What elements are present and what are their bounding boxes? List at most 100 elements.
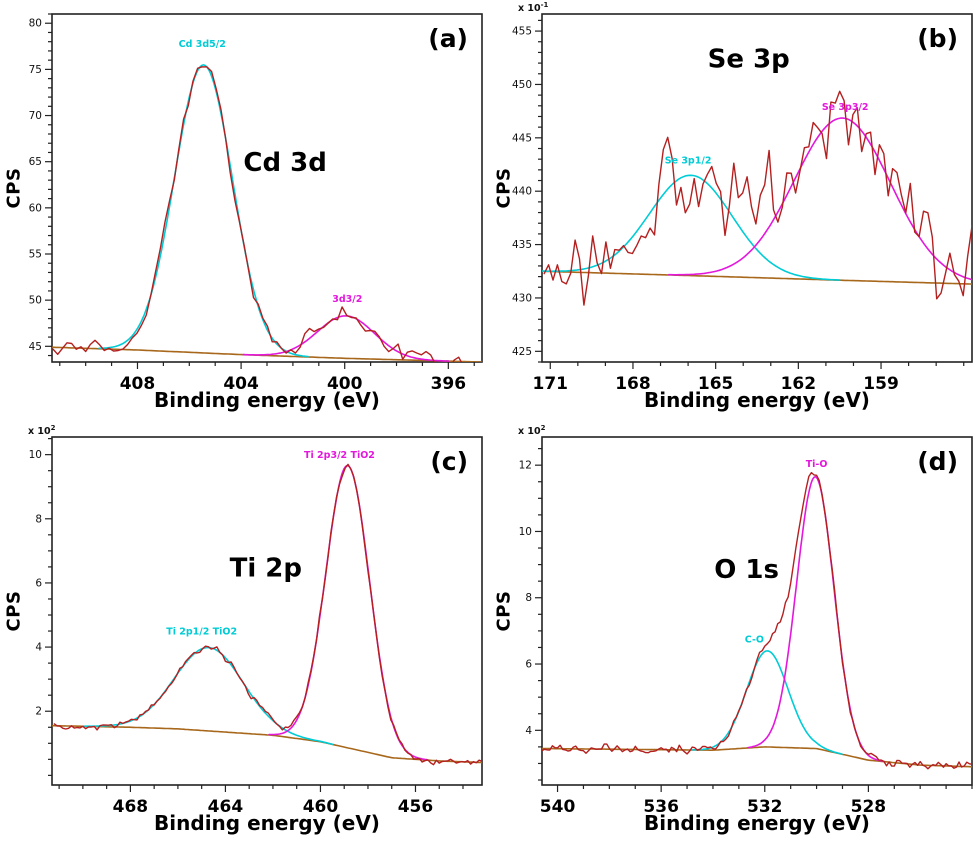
axis-ticks [535, 448, 973, 792]
y-axis-title: CPS [3, 590, 25, 632]
plot-frame [51, 13, 483, 363]
y-tick-label: 6 [525, 659, 532, 671]
y-tick-label: 10 [519, 526, 532, 538]
x-axis-title: Binding energy (eV) [644, 388, 870, 412]
x-tick-label: 460 [303, 797, 339, 817]
y-tick-label: 8 [35, 513, 42, 525]
x-tick-label: 408 [120, 374, 156, 394]
y-tick-label: 455 [512, 26, 532, 38]
fit-component-curve [242, 315, 450, 362]
x-tick-label: 400 [327, 374, 363, 394]
panel-label-c: (c) [430, 447, 468, 476]
y-tick-label: 10 [29, 449, 42, 461]
x-tick-label: 165 [698, 374, 734, 394]
panel-c-ti2p: 468 464 460 456 2 4 6 8 10 Ti 2p1/2 TiO2 Ti 2p3/2 … [0, 423, 490, 846]
panel-label-b: (b) [917, 24, 958, 53]
panel-label-a: (a) [428, 24, 468, 53]
y-scale-multiplier: x 102 [28, 424, 56, 437]
y-tick-label: 425 [512, 346, 532, 358]
x-tick-label: 162 [781, 374, 817, 394]
plot-area-se3p: 171 168 165 162 159 425 430 435 440 445 450 455 Se 3… [490, 0, 980, 423]
x-tick-label: 532 [747, 797, 783, 817]
fit-component-curve [692, 650, 843, 755]
y-scale-multiplier: x 102 [518, 424, 546, 437]
peak-annotation: Ti 2p1/2 TiO2 [166, 626, 237, 637]
y-scale-multiplier: x 10-1 [518, 1, 548, 14]
raw-spectrum-curve [53, 463, 482, 766]
x-tick-label: 168 [615, 374, 651, 394]
y-tick-label: 45 [29, 341, 42, 353]
peak-annotation: 3d3/2 [332, 294, 362, 305]
y-tick-label: 70 [29, 110, 42, 122]
peak-annotation: Ti-O [806, 459, 828, 470]
y-axis-title: CPS [493, 590, 515, 632]
xps-spectrum-b: 171 168 165 162 159 425 430 435 440 445 450 455 Se 3… [512, 13, 973, 394]
y-scale-exponent: -1 [540, 1, 549, 9]
plot-area-o1s: 540 536 532 528 4 6 8 10 12 C-O Ti-O O 1s [490, 423, 980, 846]
x-tick-label: 468 [113, 797, 149, 817]
fit-component-curve [98, 64, 309, 358]
fit-component-curve [668, 117, 972, 281]
chart-title: Ti 2p [230, 554, 302, 584]
plot-frame [541, 436, 973, 786]
axis-ticks [45, 438, 464, 792]
x-tick-label: 171 [533, 374, 569, 394]
chart-title: O 1s [714, 555, 779, 585]
peak-annotation: Se 3p3/2 [822, 102, 869, 113]
y-tick-label: 4 [35, 642, 42, 654]
background-curve [52, 724, 482, 764]
plot-frame [51, 436, 483, 786]
panel-b-se3p: 171 168 165 162 159 425 430 435 440 445 450 455 Se 3… [490, 0, 980, 423]
fit-component-curve [542, 174, 841, 281]
y-scale-exponent: 2 [50, 424, 56, 432]
raw-spectrum-curve [543, 90, 972, 306]
x-axis-title: Binding energy (eV) [644, 811, 870, 835]
x-tick-label: 540 [540, 797, 576, 817]
y-tick-label: 50 [29, 295, 42, 307]
y-axis-title: CPS [493, 167, 515, 209]
peak-annotation: C-O [745, 634, 764, 645]
peak-annotation: Se 3p1/2 [665, 155, 712, 166]
y-tick-label: 80 [29, 18, 42, 30]
x-tick-label: 396 [431, 374, 467, 394]
y-tick-label: 445 [512, 132, 532, 144]
peak-annotation: Cd 3d5/2 [179, 39, 226, 50]
x-axis-title: Binding energy (eV) [154, 388, 380, 412]
y-tick-label: 12 [519, 460, 532, 472]
y-tick-label: 435 [512, 239, 532, 251]
y-tick-label: 4 [525, 725, 532, 737]
y-scale-base: x 10 [518, 426, 541, 438]
y-tick-label: 430 [512, 292, 532, 304]
x-tick-label: 464 [208, 797, 244, 817]
plot-area-ti2p: 468 464 460 456 2 4 6 8 10 Ti 2p1/2 TiO2 Ti 2p3/2 … [0, 423, 490, 846]
y-tick-label: 2 [35, 706, 42, 718]
y-tick-label: 450 [512, 79, 532, 91]
y-tick-label: 440 [512, 186, 532, 198]
y-tick-label: 65 [29, 156, 42, 168]
y-scale-base: x 10 [518, 3, 541, 15]
plot-area-cd3d: 408 404 400 396 45 50 55 60 65 70 75 80 Cd 3d5/2 3d3/… [0, 0, 490, 423]
y-axis-title: CPS [3, 167, 25, 209]
x-tick-label: 528 [851, 797, 887, 817]
chart-title: Se 3p [708, 44, 790, 74]
xps-spectrum-d: 540 536 532 528 4 6 8 10 12 C-O Ti-O O 1s [519, 436, 973, 817]
xps-spectrum-a: 408 404 400 396 45 50 55 60 65 70 75 80 Cd 3d5/2 3d3/… [29, 13, 483, 394]
y-scale-base: x 10 [28, 426, 51, 438]
x-tick-label: 456 [398, 797, 434, 817]
y-tick-label: 55 [29, 249, 42, 261]
peak-annotation: Ti 2p3/2 TiO2 [304, 450, 375, 461]
x-tick-label: 536 [643, 797, 679, 817]
panel-a-cd3d: 408 404 400 396 45 50 55 60 65 70 75 80 Cd 3d5/2 3d3/… [0, 0, 490, 423]
background-curve [52, 346, 482, 362]
y-tick-label: 8 [525, 592, 532, 604]
chart-title: Cd 3d [243, 148, 326, 178]
background-curve [542, 270, 972, 285]
x-tick-label: 404 [223, 374, 259, 394]
raw-spectrum-curve [542, 471, 972, 770]
y-tick-label: 75 [29, 64, 42, 76]
x-axis-title: Binding energy (eV) [154, 811, 380, 835]
y-tick-label: 60 [29, 202, 42, 214]
y-tick-label: 6 [35, 577, 42, 589]
